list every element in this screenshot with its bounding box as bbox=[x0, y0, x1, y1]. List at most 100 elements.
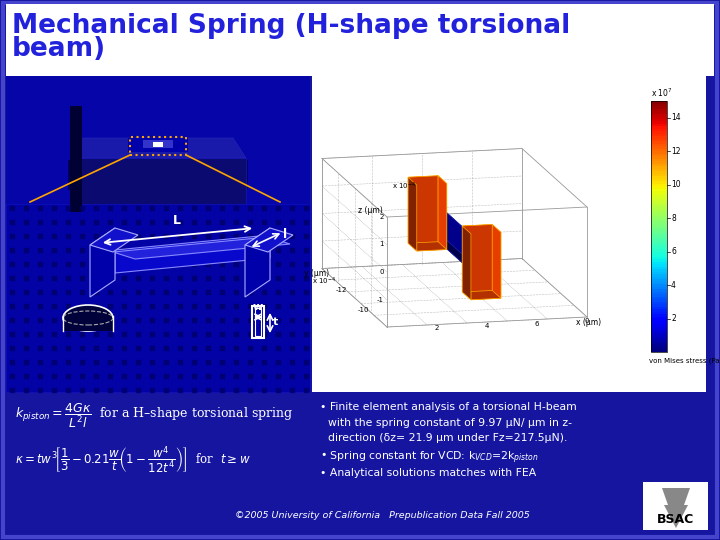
Text: ©2005 University of California   Prepublication Data Fall 2005: ©2005 University of California Prepublic… bbox=[235, 511, 530, 520]
Bar bbox=[130, 137, 186, 155]
Bar bbox=[651, 156, 667, 159]
Polygon shape bbox=[90, 228, 115, 297]
Bar bbox=[6, 204, 310, 392]
Bar bbox=[651, 306, 667, 309]
Polygon shape bbox=[471, 232, 501, 300]
Bar bbox=[651, 228, 667, 232]
Bar bbox=[651, 103, 667, 106]
Bar bbox=[651, 244, 667, 247]
Text: x (μm): x (μm) bbox=[577, 318, 602, 327]
Bar bbox=[651, 312, 667, 314]
Bar bbox=[651, 316, 667, 319]
Text: 0: 0 bbox=[379, 269, 384, 275]
Bar bbox=[651, 224, 667, 226]
Text: 14: 14 bbox=[671, 113, 680, 122]
Bar bbox=[651, 259, 667, 262]
Text: -1: -1 bbox=[377, 296, 384, 302]
Polygon shape bbox=[462, 226, 471, 300]
Bar bbox=[651, 208, 667, 212]
Bar bbox=[651, 264, 667, 267]
Bar bbox=[651, 276, 667, 279]
Bar bbox=[651, 289, 667, 292]
Bar bbox=[143, 140, 173, 148]
Bar bbox=[651, 349, 667, 352]
Text: 6: 6 bbox=[671, 247, 676, 256]
Bar bbox=[651, 221, 667, 224]
Bar bbox=[651, 271, 667, 274]
Ellipse shape bbox=[63, 305, 113, 331]
Bar bbox=[651, 246, 667, 249]
Bar bbox=[651, 116, 667, 119]
Bar bbox=[651, 201, 667, 204]
Bar bbox=[651, 128, 667, 131]
Polygon shape bbox=[70, 158, 246, 212]
Bar bbox=[651, 233, 667, 237]
Bar bbox=[651, 101, 667, 352]
Bar bbox=[651, 191, 667, 194]
Text: 10: 10 bbox=[671, 180, 680, 189]
Text: Mechanical Spring (H-shape torsional: Mechanical Spring (H-shape torsional bbox=[12, 13, 570, 39]
Text: t: t bbox=[273, 317, 278, 327]
Polygon shape bbox=[68, 160, 248, 190]
Text: x 10$^7$: x 10$^7$ bbox=[651, 86, 672, 99]
Bar bbox=[651, 166, 667, 169]
Text: von Mises stress (Pa): von Mises stress (Pa) bbox=[649, 358, 720, 365]
Bar bbox=[651, 213, 667, 217]
Bar bbox=[651, 158, 667, 161]
Bar bbox=[651, 339, 667, 342]
Text: x 10$^{-4}$: x 10$^{-4}$ bbox=[312, 276, 336, 287]
Bar bbox=[651, 131, 667, 133]
Bar bbox=[651, 151, 667, 154]
Text: 12: 12 bbox=[671, 147, 680, 156]
Polygon shape bbox=[245, 228, 293, 252]
Bar bbox=[651, 324, 667, 327]
Text: beam): beam) bbox=[12, 36, 106, 62]
Bar bbox=[651, 211, 667, 214]
Polygon shape bbox=[462, 291, 501, 300]
Text: • Spring constant for VCD: k$_{VCD}$=2k$_{piston}$: • Spring constant for VCD: k$_{VCD}$=2k$… bbox=[320, 450, 539, 467]
Bar bbox=[312, 76, 706, 392]
Bar bbox=[651, 329, 667, 332]
Bar bbox=[651, 326, 667, 329]
Text: 4: 4 bbox=[485, 323, 489, 329]
Bar bbox=[651, 140, 667, 144]
Bar bbox=[651, 171, 667, 174]
Text: BSAC: BSAC bbox=[657, 513, 695, 526]
Bar bbox=[128, 138, 188, 152]
Bar bbox=[651, 138, 667, 141]
Bar bbox=[651, 204, 667, 206]
Bar bbox=[651, 304, 667, 307]
Text: 8: 8 bbox=[671, 214, 676, 222]
Text: z (μm): z (μm) bbox=[359, 206, 383, 215]
Text: • Analytical solutions matches with FEA: • Analytical solutions matches with FEA bbox=[320, 468, 536, 478]
Bar bbox=[651, 266, 667, 269]
Polygon shape bbox=[113, 237, 290, 259]
Bar bbox=[651, 284, 667, 287]
Bar bbox=[651, 256, 667, 259]
Bar bbox=[651, 178, 667, 181]
Bar bbox=[651, 301, 667, 305]
Bar bbox=[651, 269, 667, 272]
Bar bbox=[651, 111, 667, 113]
Bar bbox=[651, 281, 667, 284]
Text: y (μm): y (μm) bbox=[305, 269, 330, 279]
Bar bbox=[651, 181, 667, 184]
Polygon shape bbox=[245, 228, 270, 297]
Polygon shape bbox=[420, 198, 480, 278]
Polygon shape bbox=[492, 225, 501, 298]
Bar bbox=[651, 105, 667, 109]
Bar bbox=[79, 106, 82, 212]
Bar bbox=[651, 219, 667, 221]
Bar bbox=[651, 296, 667, 299]
Bar bbox=[651, 136, 667, 139]
Text: 6: 6 bbox=[535, 321, 539, 327]
Bar bbox=[651, 161, 667, 164]
Bar bbox=[651, 334, 667, 337]
Bar bbox=[252, 306, 264, 338]
Bar bbox=[651, 133, 667, 136]
Polygon shape bbox=[90, 228, 138, 252]
Bar bbox=[651, 173, 667, 176]
Bar bbox=[651, 146, 667, 148]
Bar bbox=[651, 216, 667, 219]
Text: • Finite element analysis of a torsional H-beam: • Finite element analysis of a torsional… bbox=[320, 402, 577, 412]
